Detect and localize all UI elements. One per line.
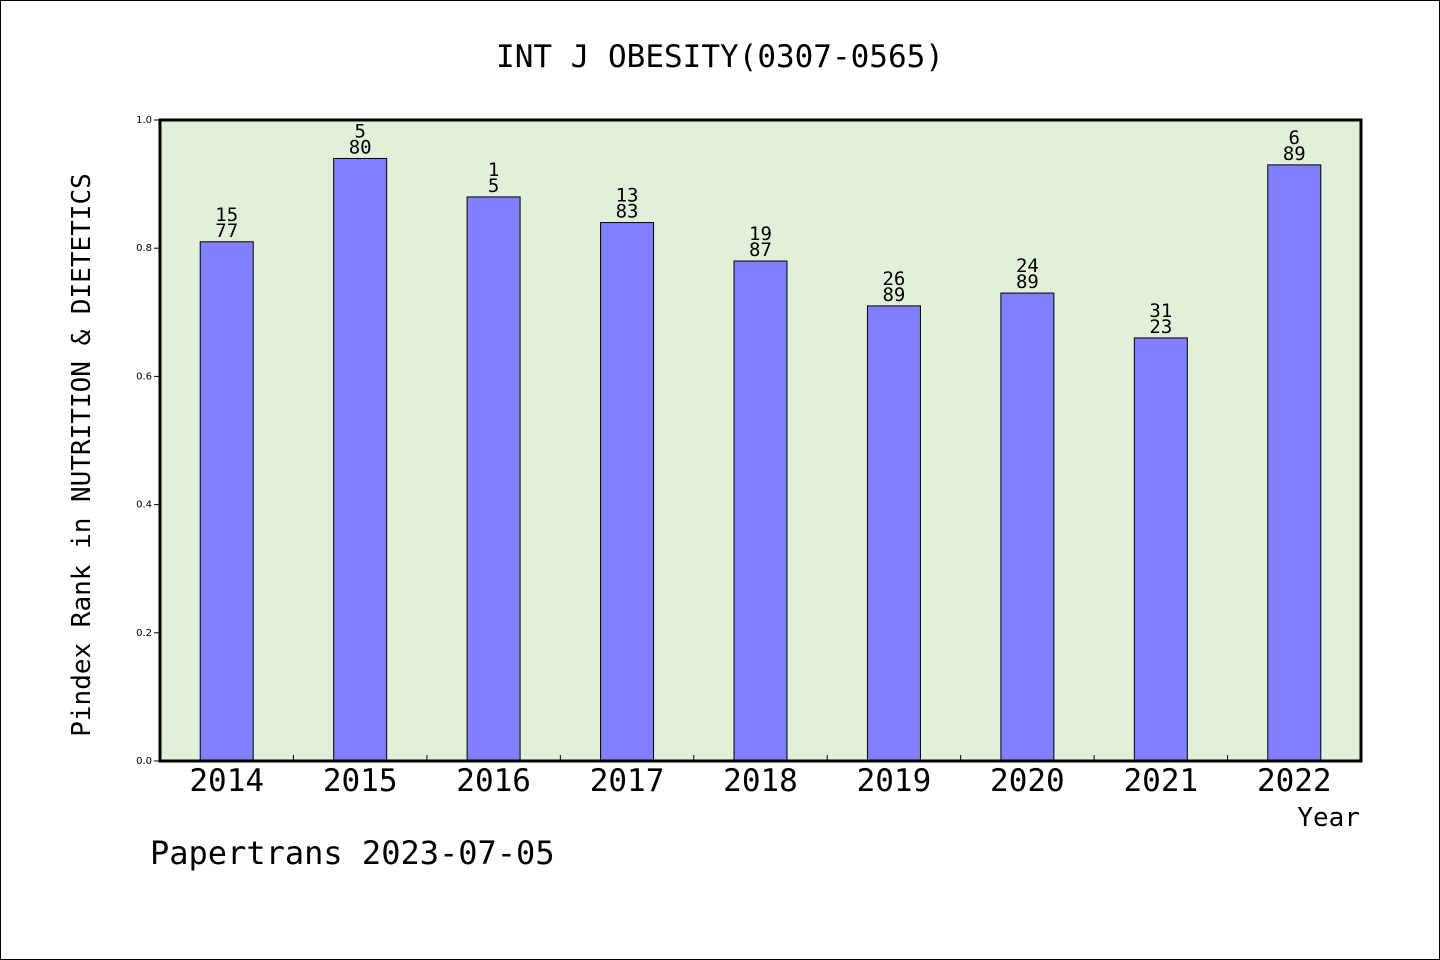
bar-2022	[1267, 164, 1322, 762]
bar-label-lower: 5	[488, 175, 499, 197]
x-tick-label: 2021	[1124, 763, 1199, 799]
x-tick-label: 2019	[857, 763, 932, 799]
footer-credit: Papertrans 2023-07-05	[150, 834, 555, 872]
y-tick-label: 0.4	[136, 500, 152, 511]
bar-label-upper: 6	[1289, 127, 1300, 149]
bar-2020	[1000, 292, 1055, 762]
bar-label-lower: 23	[1149, 316, 1172, 338]
x-tick-label: 2015	[323, 763, 398, 799]
bar-label-lower: 89	[882, 284, 905, 306]
bars-group	[199, 157, 1322, 762]
bar-label-upper: 31	[1149, 300, 1172, 322]
y-tick-label: 0.6	[136, 371, 152, 382]
bar-2015	[333, 157, 388, 762]
x-tick-label: 2016	[456, 763, 531, 799]
bar-2018	[733, 260, 788, 762]
bar-2014	[199, 241, 254, 762]
x-tick-label: 2022	[1257, 763, 1332, 799]
y-tick-label: 0.0	[136, 756, 152, 767]
x-axis-label: Year	[1297, 803, 1360, 833]
x-tick-label: 2017	[590, 763, 665, 799]
bar-label-upper: 24	[1016, 255, 1039, 277]
bar-label-lower: 77	[215, 220, 238, 242]
bar-2021	[1133, 337, 1188, 762]
x-tick-label: 2020	[990, 763, 1065, 799]
y-tick-label: 0.8	[136, 243, 152, 254]
y-tick-label: 0.2	[136, 628, 152, 639]
y-axis-label: Pindex Rank in NUTRITION & DIETETICS	[67, 173, 97, 737]
bar-label-upper: 15	[215, 204, 238, 226]
y-tick-label: 1.0	[136, 115, 152, 126]
bar-label-lower: 83	[616, 201, 639, 223]
bar-2016	[466, 196, 521, 762]
x-axis: 2014 2015 2016 2017 2018 2019 2020 2021 2022	[189, 755, 1332, 799]
bar-2017	[600, 222, 655, 762]
bar-label-lower: 80	[349, 136, 372, 158]
bar-label-upper: 26	[882, 268, 905, 290]
chart-title: INT J OBESITY(0307-0565)	[496, 39, 944, 75]
x-tick-label: 2014	[189, 763, 264, 799]
plot-border	[158, 118, 1363, 763]
bar-label-upper: 5	[354, 120, 365, 142]
bar-label-upper: 1	[488, 159, 499, 181]
x-tick-label: 2018	[723, 763, 798, 799]
y-axis: 0.0 0.2 0.4 0.6 0.8 1.0	[136, 115, 160, 767]
bar-2019	[866, 305, 921, 762]
bar-label-upper: 13	[616, 185, 639, 207]
bar-label-lower: 89	[1016, 271, 1039, 293]
bar-label-lower: 89	[1283, 143, 1306, 165]
bar-label-upper: 19	[749, 223, 772, 245]
bar-label-lower: 87	[749, 239, 772, 261]
